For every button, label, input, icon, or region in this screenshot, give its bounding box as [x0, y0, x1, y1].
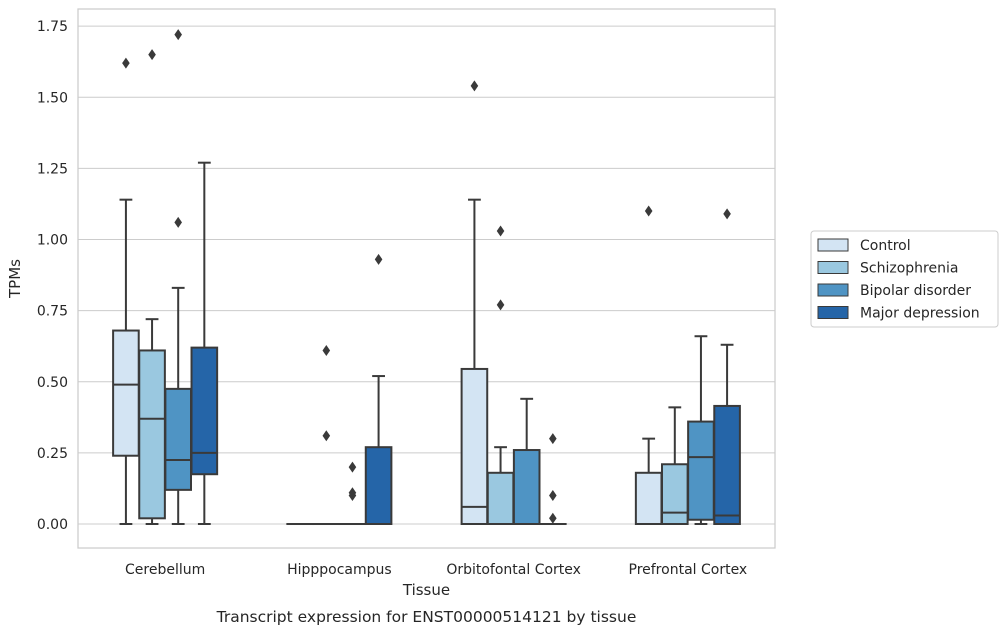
box-0-0 — [112, 57, 140, 525]
outlier-point — [496, 299, 505, 311]
outlier-point — [549, 433, 557, 445]
y-tick-label: 1.25 — [37, 161, 68, 177]
outlier-point — [470, 80, 479, 92]
outlier-point — [148, 49, 156, 61]
box-body — [112, 329, 140, 457]
legend-swatch — [817, 306, 849, 319]
box-body — [190, 346, 219, 476]
box-0-1 — [138, 49, 166, 525]
legend-label: Major depression — [860, 306, 980, 322]
y-tick-labels: 0.00 0.25 0.50 0.75 1.00 1.25 1.50 1.75 — [37, 19, 68, 533]
legend-label: Bipolar disorder — [860, 283, 971, 299]
legend: Control Schizophrenia Bipolar disorder Majo… — [810, 230, 999, 328]
box-body — [634, 471, 663, 526]
box-1-2 — [338, 461, 367, 526]
y-tick-label: 1.75 — [37, 19, 68, 35]
box-2-3 — [539, 433, 567, 526]
box-body — [138, 349, 166, 520]
box-body — [660, 463, 689, 526]
y-tick-label: 0.75 — [37, 304, 68, 320]
box-2-1 — [486, 225, 515, 526]
outlier-point — [348, 490, 357, 502]
x-tick-label: Hipppocampus — [287, 562, 392, 578]
box-body — [364, 446, 393, 525]
box-2-2 — [512, 397, 541, 525]
box-body — [713, 404, 741, 525]
outlier-point — [348, 461, 357, 473]
y-tick-label: 0.00 — [37, 517, 68, 533]
outlier-point — [549, 490, 557, 502]
outlier-point — [174, 216, 182, 228]
y-tick-label: 1.50 — [37, 90, 68, 106]
legend-swatch — [817, 283, 849, 297]
y-tick-label: 0.50 — [37, 375, 68, 391]
legend-swatch — [817, 261, 849, 274]
x-tick-label: Prefrontal Cortex — [629, 562, 748, 578]
y-axis-label: TPMs — [6, 259, 24, 299]
box-3-1 — [660, 406, 689, 526]
x-tick-label: Cerebellum — [125, 562, 205, 578]
outlier-point — [322, 430, 331, 442]
box-body — [512, 449, 541, 525]
box-2-0 — [460, 80, 489, 526]
legend-frame — [810, 230, 999, 328]
x-tick-labels: Cerebellum Hipppocampus Orbitofontal Corte… — [125, 562, 747, 578]
box-3-0 — [634, 205, 663, 526]
box-body — [486, 471, 515, 526]
box-3-3 — [713, 208, 741, 525]
legend-label: Schizophrenia — [860, 261, 958, 277]
outlier-point — [549, 512, 557, 524]
outlier-point — [322, 344, 331, 356]
outlier-point — [644, 205, 653, 217]
box-3-2 — [687, 335, 715, 525]
outlier-point — [723, 208, 731, 220]
y-tick-label: 1.00 — [37, 233, 68, 249]
box-body — [687, 420, 715, 521]
legend-label: Control — [860, 238, 911, 254]
outlier-point — [496, 225, 505, 237]
outlier-point — [174, 29, 182, 41]
legend-swatch — [817, 238, 849, 252]
box-1-3 — [364, 253, 393, 525]
x-axis-label: Tissue — [402, 581, 450, 599]
chart-caption: Transcript expression for ENST0000051412… — [216, 608, 637, 626]
box-body — [164, 387, 193, 491]
box-0-3 — [190, 161, 219, 525]
x-tick-label: Orbitofontal Cortex — [446, 562, 581, 578]
box-0-2 — [164, 29, 193, 525]
y-tick-label: 0.25 — [37, 446, 68, 462]
outlier-point — [122, 57, 130, 69]
outlier-point — [374, 253, 383, 265]
plot-frame — [77, 8, 776, 549]
box-body — [460, 367, 489, 526]
boxes — [112, 29, 741, 526]
